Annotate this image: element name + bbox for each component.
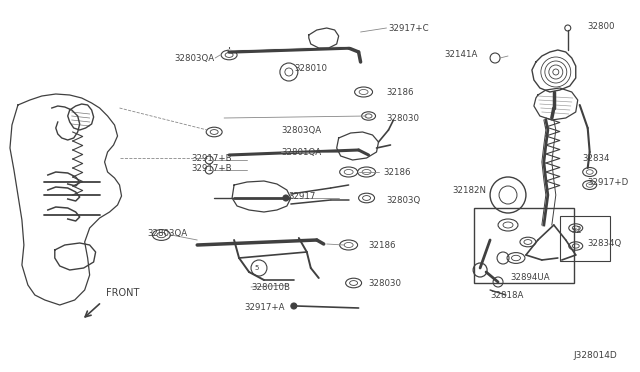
Text: FRONT: FRONT: [106, 288, 139, 298]
Text: 32186: 32186: [387, 87, 414, 96]
Text: 328030: 328030: [387, 113, 419, 122]
Text: 32803QA: 32803QA: [174, 54, 214, 62]
Text: 32141A: 32141A: [445, 49, 478, 58]
Text: 32182N: 32182N: [452, 186, 486, 195]
Text: 32834Q: 32834Q: [588, 238, 622, 247]
Text: 328010B: 328010B: [251, 282, 290, 292]
Text: 32803QA: 32803QA: [147, 228, 188, 237]
Text: 32917+B: 32917+B: [191, 154, 232, 163]
Text: 32186: 32186: [383, 167, 411, 176]
Text: 32800: 32800: [588, 22, 615, 31]
Text: 32917: 32917: [289, 192, 316, 201]
Text: 32917+C: 32917+C: [388, 23, 429, 32]
Circle shape: [283, 195, 289, 201]
Circle shape: [291, 303, 297, 309]
Text: 32818A: 32818A: [490, 291, 524, 299]
Text: 32834: 32834: [582, 154, 610, 163]
Text: 32917+A: 32917+A: [244, 304, 285, 312]
Bar: [474, 208, 573, 283]
Text: 5: 5: [255, 265, 259, 271]
Text: 32801QA: 32801QA: [281, 148, 321, 157]
Text: x2: x2: [572, 225, 582, 234]
Text: 328030: 328030: [369, 279, 401, 288]
Text: J328014D: J328014D: [574, 350, 618, 359]
Text: 328010: 328010: [295, 64, 328, 73]
Text: 32186: 32186: [369, 241, 396, 250]
Text: 32917+D: 32917+D: [588, 177, 629, 186]
Text: 32917+B: 32917+B: [191, 164, 232, 173]
Text: 32894UA: 32894UA: [510, 273, 550, 282]
Text: 32803Q: 32803Q: [387, 196, 420, 205]
Bar: [560, 216, 610, 261]
Text: 32803QA: 32803QA: [281, 125, 321, 135]
